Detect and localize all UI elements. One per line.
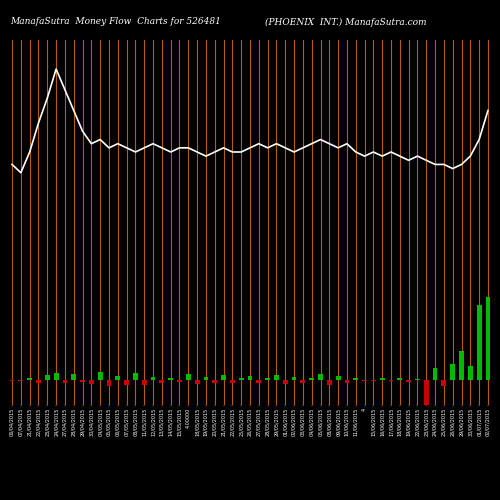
Bar [194, 380, 200, 384]
Bar [459, 351, 464, 380]
Bar [283, 380, 288, 384]
Bar [318, 374, 323, 380]
Bar [18, 380, 24, 381]
Text: (PHOENIX  INT.) ManafaSutra.com: (PHOENIX INT.) ManafaSutra.com [265, 18, 426, 26]
Bar [45, 375, 50, 380]
Bar [476, 306, 482, 380]
Bar [98, 372, 102, 380]
Bar [265, 378, 270, 380]
Bar [371, 380, 376, 381]
Bar [310, 378, 314, 380]
Bar [80, 380, 85, 382]
Bar [274, 375, 279, 380]
Bar [442, 380, 446, 386]
Bar [168, 378, 173, 380]
Bar [230, 380, 235, 384]
Bar [486, 297, 490, 380]
Bar [300, 380, 306, 382]
Bar [10, 380, 14, 382]
Bar [221, 375, 226, 380]
Bar [292, 377, 296, 380]
Bar [380, 378, 384, 380]
Bar [239, 378, 244, 380]
Bar [424, 380, 428, 430]
Bar [212, 380, 217, 382]
Bar [89, 380, 94, 384]
Bar [177, 380, 182, 382]
Bar [150, 377, 156, 380]
Bar [124, 380, 129, 385]
Bar [362, 380, 367, 382]
Bar [204, 377, 208, 380]
Bar [406, 380, 411, 382]
Bar [72, 374, 76, 380]
Bar [106, 380, 112, 386]
Bar [116, 376, 120, 380]
Bar [398, 378, 402, 380]
Bar [327, 380, 332, 385]
Bar [248, 376, 252, 380]
Bar [256, 380, 261, 383]
Bar [468, 366, 472, 380]
Bar [344, 380, 350, 383]
Bar [432, 368, 438, 380]
Bar [54, 372, 59, 380]
Bar [415, 379, 420, 380]
Bar [133, 372, 138, 380]
Bar [160, 380, 164, 382]
Bar [336, 376, 340, 380]
Text: ManafaSutra  Money Flow  Charts for 526481: ManafaSutra Money Flow Charts for 526481 [10, 18, 221, 26]
Bar [142, 380, 146, 385]
Bar [28, 378, 32, 380]
Bar [354, 378, 358, 380]
Bar [450, 364, 455, 380]
Bar [62, 380, 68, 383]
Bar [186, 374, 190, 380]
Bar [388, 380, 394, 382]
Bar [36, 380, 41, 384]
